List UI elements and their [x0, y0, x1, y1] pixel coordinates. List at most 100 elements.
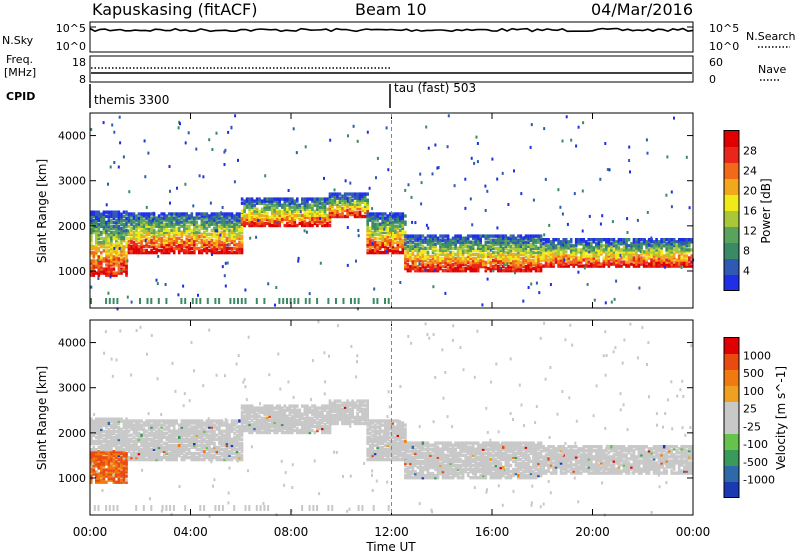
scatter-cell: [437, 242, 439, 245]
range-cell: [110, 424, 113, 427]
range-cell: [138, 216, 141, 219]
range-cell: [95, 436, 98, 439]
range-cell: [261, 214, 264, 217]
range-cell: [173, 444, 176, 447]
scatter-cell: [386, 126, 388, 129]
scatter-cell: [543, 127, 545, 130]
range-cell: [178, 241, 181, 244]
range-cell: [273, 197, 276, 200]
range-cell: [206, 212, 209, 215]
range-cell: [228, 458, 231, 461]
colorbar-tick-label: 4: [743, 265, 750, 278]
range-cell: [678, 238, 681, 241]
range-cell: [143, 235, 146, 238]
ground-cell: [373, 298, 375, 304]
range-cell: [485, 241, 488, 244]
scatter-cell: [520, 192, 522, 195]
range-cell: [686, 238, 689, 241]
range-cell: [140, 423, 143, 426]
beam-title: Beam 10: [355, 0, 427, 19]
range-cell: [145, 249, 148, 252]
range-cell: [135, 223, 138, 226]
range-cell: [550, 240, 553, 243]
scatter-cell: [230, 126, 232, 129]
range-cell: [236, 434, 239, 437]
scatter-cell: [671, 191, 673, 194]
scatter-cell: [490, 249, 492, 252]
range-cell: [437, 253, 440, 256]
range-cell: [143, 212, 146, 215]
range-cell: [103, 257, 106, 260]
scatter-cell: [119, 116, 121, 119]
scatter-cell: [176, 187, 178, 190]
nave-label: Nave: [758, 63, 786, 76]
range-cell: [203, 450, 206, 453]
range-cell: [301, 214, 304, 217]
range-cell: [688, 248, 691, 251]
scatter-cell: [222, 265, 224, 268]
ground-cell: [343, 298, 345, 304]
range-cell: [108, 211, 111, 214]
range-cell: [236, 212, 239, 215]
range-cell: [374, 212, 377, 215]
range-cell: [143, 249, 146, 252]
range-cell: [170, 430, 173, 433]
range-cell: [424, 255, 427, 258]
range-cell: [686, 248, 689, 251]
cpid-mode-tau: tau (fast) 503: [394, 81, 476, 95]
range-cell: [565, 258, 568, 261]
range-cell: [191, 436, 194, 439]
scatter-cell: [514, 271, 516, 274]
range-cell: [261, 208, 264, 211]
range-cell: [407, 234, 410, 237]
range-cell: [590, 238, 593, 241]
scatter-cell: [156, 279, 158, 282]
range-cell: [417, 265, 420, 268]
ground-cell: [297, 298, 299, 304]
range-cell: [552, 252, 555, 255]
range-cell: [113, 271, 116, 274]
range-cell: [150, 239, 153, 242]
range-cell: [467, 245, 470, 248]
range-cell: [110, 231, 113, 234]
range-cell: [565, 250, 568, 253]
range-cell: [191, 251, 194, 254]
range-cell: [191, 452, 194, 455]
range-cell: [532, 234, 535, 237]
range-cell: [688, 262, 691, 265]
range-cell: [243, 199, 246, 202]
range-cell: [399, 212, 402, 215]
range-cell: [165, 432, 168, 435]
scatter-cell: [686, 156, 688, 159]
range-cell: [228, 450, 231, 453]
range-cell: [271, 197, 274, 200]
scatter-cell: [169, 202, 171, 205]
range-cell: [120, 428, 123, 431]
range-cell: [108, 428, 111, 431]
range-cell: [241, 202, 244, 205]
range-cell: [198, 235, 201, 238]
range-cell: [404, 247, 407, 250]
range-cell: [560, 252, 563, 255]
scatter-cell: [604, 142, 606, 145]
scatter-cell: [470, 197, 472, 200]
range-cell: [211, 448, 214, 451]
range-cell: [346, 197, 349, 200]
range-cell: [598, 258, 601, 261]
range-cell: [497, 247, 500, 250]
range-cell: [236, 233, 239, 236]
range-cell: [246, 222, 249, 225]
range-cell: [233, 427, 236, 430]
range-cell: [115, 219, 118, 222]
range-cell: [155, 231, 158, 234]
range-cell: [364, 215, 367, 218]
ground-cell: [214, 298, 216, 304]
range-cell: [103, 430, 106, 433]
range-cell: [487, 241, 490, 244]
range-cell: [133, 419, 136, 422]
ground-cell: [233, 298, 235, 304]
scatter-cell: [300, 210, 302, 213]
range-cell: [675, 258, 678, 261]
range-cell: [492, 251, 495, 254]
